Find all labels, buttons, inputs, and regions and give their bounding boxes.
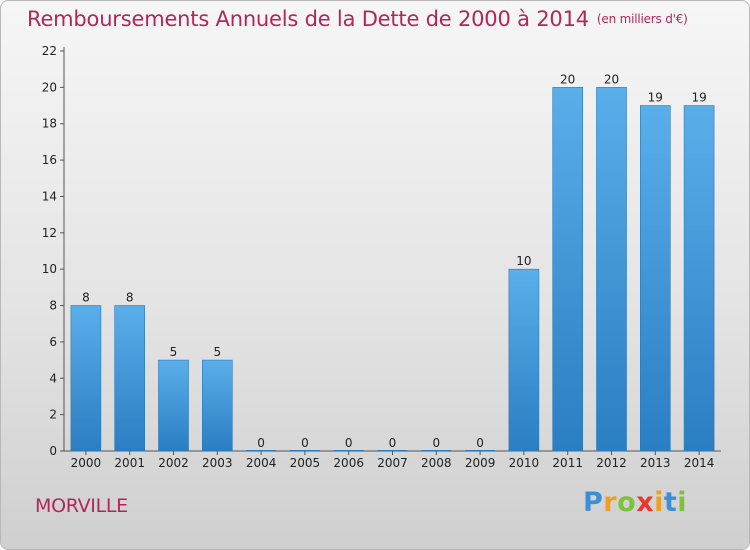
data-label: 0 [257,436,265,450]
y-tick-label: 22 [42,44,57,58]
bar [596,87,627,452]
data-label: 0 [345,436,353,450]
bar [639,105,671,452]
logo-letter: i [654,487,664,518]
bar [333,450,364,451]
bar [246,450,277,451]
x-tick-label: 2013 [640,456,671,470]
bar [377,450,408,451]
y-tick-label: 18 [42,117,57,131]
y-tick-label: 10 [42,262,57,276]
y-tick-label: 8 [49,299,57,313]
y-tick-label: 0 [49,444,57,458]
x-tick-label: 2005 [290,456,321,470]
logo-letter: x [636,487,655,518]
data-label: 5 [170,345,178,359]
y-tick-label: 6 [49,335,57,349]
y-tick-label: 16 [42,153,57,167]
x-tick-label: 2003 [202,456,233,470]
chart-title: Remboursements Annuels de la Dette de 20… [27,7,688,31]
data-label: 0 [389,436,397,450]
x-tick-label: 2012 [596,456,627,470]
x-tick-label: 2007 [377,456,408,470]
data-label: 8 [82,291,90,305]
bar [683,105,715,452]
bar [114,305,145,452]
bar [421,450,452,451]
y-tick-label: 4 [49,371,57,385]
logo-letter: t [663,487,678,518]
x-tick-label: 2006 [333,456,364,470]
bar [202,359,233,452]
x-tick-label: 2004 [246,456,277,470]
chart-title-text: Remboursements Annuels de la Dette de 20… [27,7,589,31]
data-label: 20 [604,72,619,86]
x-tick-label: 2000 [71,456,102,470]
proxiti-logo: Proxiti [583,487,687,518]
x-tick-label: 2002 [158,456,189,470]
logo-letter: o [617,487,637,518]
data-label: 8 [126,291,134,305]
logo-letter: r [603,487,618,518]
data-label: 0 [301,436,309,450]
logo-letter: i [677,487,688,518]
x-tick-label: 2008 [421,456,452,470]
logo-letter: P [583,487,604,518]
commune-name: MORVILLE [35,495,128,517]
y-tick-label: 2 [49,408,57,422]
data-label: 19 [648,91,663,105]
data-label: 20 [560,72,575,86]
data-label: 19 [691,91,706,105]
x-tick-label: 2014 [684,456,715,470]
x-tick-label: 2011 [552,456,583,470]
data-label: 10 [516,254,531,268]
bar [289,450,320,451]
bar [552,87,584,452]
x-tick-label: 2010 [509,456,540,470]
data-label: 0 [476,436,484,450]
chart-bars [70,87,715,452]
chart-labels: 2000820018200252003520040200502006020070… [71,72,715,470]
data-label: 0 [432,436,440,450]
data-label: 5 [213,345,221,359]
y-tick-label: 20 [42,80,57,94]
bar [70,305,102,452]
y-tick-label: 14 [42,189,57,203]
bar [158,359,189,452]
y-tick-label: 12 [42,226,57,240]
bar [508,268,540,452]
x-tick-label: 2001 [114,456,145,470]
bar [465,450,496,451]
x-tick-label: 2009 [465,456,496,470]
chart-subtitle: (en milliers d'€) [596,12,688,26]
